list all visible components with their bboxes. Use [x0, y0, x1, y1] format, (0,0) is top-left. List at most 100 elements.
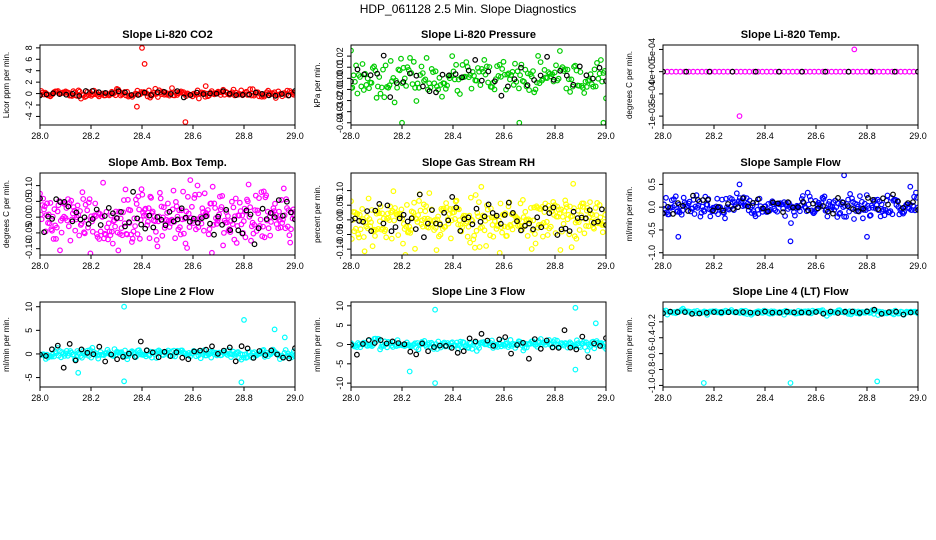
x-tick-label: 29.0 [286, 261, 304, 271]
y-tick-label: 2 [24, 80, 34, 85]
data-point [880, 206, 887, 213]
data-point [68, 197, 75, 204]
data-point [220, 242, 227, 249]
data-point [369, 243, 376, 250]
data-point [208, 200, 215, 207]
data-point-black [711, 309, 717, 316]
data-point-black [546, 210, 553, 217]
data-point [442, 85, 449, 92]
data-point-black [550, 204, 557, 211]
data-point [562, 66, 568, 73]
data-point [153, 236, 160, 243]
data-point [229, 351, 236, 358]
x-tick-label: 28.8 [546, 131, 564, 141]
data-point-black [715, 204, 721, 211]
data-point-black [481, 213, 488, 220]
data-point [276, 208, 282, 215]
y-tick-label: 8 [24, 45, 34, 50]
data-point-black [360, 341, 366, 347]
data-point [672, 193, 679, 200]
data-point-black [780, 209, 786, 216]
x-tick-label: 28.2 [82, 393, 100, 403]
data-point [530, 68, 536, 74]
data-point-black [126, 219, 132, 226]
data-point-black [197, 347, 204, 354]
data-point [415, 212, 422, 219]
data-point-black [835, 310, 841, 316]
data-point [140, 212, 147, 219]
x-tick-label: 28.8 [858, 261, 876, 271]
data-point-black [272, 92, 279, 99]
data-point [874, 378, 881, 385]
data-point [701, 208, 708, 215]
data-point [733, 190, 740, 197]
data-point-black [674, 309, 681, 316]
data-point [232, 195, 239, 202]
data-point-black [543, 337, 550, 344]
data-point-black [820, 203, 826, 209]
data-point-black [219, 221, 226, 228]
data-point-black [570, 208, 577, 215]
data-point [390, 188, 397, 195]
data-point-black [900, 311, 907, 318]
data-point [504, 71, 511, 78]
data-point-black [280, 354, 287, 361]
data-point [430, 69, 436, 75]
data-point [459, 62, 466, 68]
data-point-black [769, 309, 776, 316]
data-point [481, 57, 488, 63]
panel-title: Slope Amb. Box Temp. [108, 157, 227, 169]
data-point [603, 95, 606, 102]
data-point-black [138, 221, 145, 228]
data-point [78, 354, 85, 361]
data-point [520, 347, 527, 354]
data-point [389, 78, 395, 84]
data-point [203, 210, 210, 216]
data-point-black [109, 210, 116, 217]
data-point [244, 198, 251, 205]
data-point [478, 65, 485, 72]
data-point-black [203, 346, 210, 353]
y-tick-label: 0.05 [24, 193, 34, 211]
panel-3: Slope Li-820 Temp. degrees C per min. 28.0… [625, 29, 927, 141]
data-point-black [232, 358, 239, 365]
data-point [881, 212, 888, 219]
data-point [280, 185, 287, 192]
data-point [568, 76, 575, 83]
data-point-black [389, 338, 396, 345]
data-point-black [265, 92, 272, 99]
data-point [256, 195, 262, 202]
data-point [522, 208, 529, 215]
data-point-black [573, 346, 580, 353]
data-point-black [485, 68, 492, 75]
data-point [40, 195, 47, 202]
data-point [287, 239, 294, 246]
data-point-black [185, 356, 192, 363]
y-axis-label: ml/min per min. [625, 317, 634, 372]
data-point-black [745, 203, 751, 210]
data-point [396, 67, 403, 74]
data-point [910, 202, 916, 209]
data-point-black [740, 195, 746, 202]
data-point-black [400, 211, 407, 218]
x-tick-label: 28.2 [82, 131, 100, 141]
data-point [152, 228, 159, 235]
data-point [472, 244, 478, 251]
data-point [239, 351, 246, 358]
panel-title: Slope Li-820 Temp. [741, 29, 840, 41]
data-point [53, 235, 59, 242]
data-point [498, 224, 505, 231]
data-point [72, 227, 79, 234]
data-point-black [579, 333, 586, 340]
data-point-black [69, 218, 76, 225]
data-point [787, 238, 794, 245]
data-point [131, 215, 138, 222]
y-tick-label: 0.5 [647, 178, 657, 191]
panel-title: Slope Sample Flow [740, 157, 841, 169]
data-point [578, 212, 585, 219]
data-point [241, 317, 247, 323]
y-tick-label: -0.01 [335, 79, 345, 100]
x-tick-label: 29.0 [909, 393, 927, 403]
data-point-black [114, 356, 120, 363]
data-point [412, 245, 418, 252]
